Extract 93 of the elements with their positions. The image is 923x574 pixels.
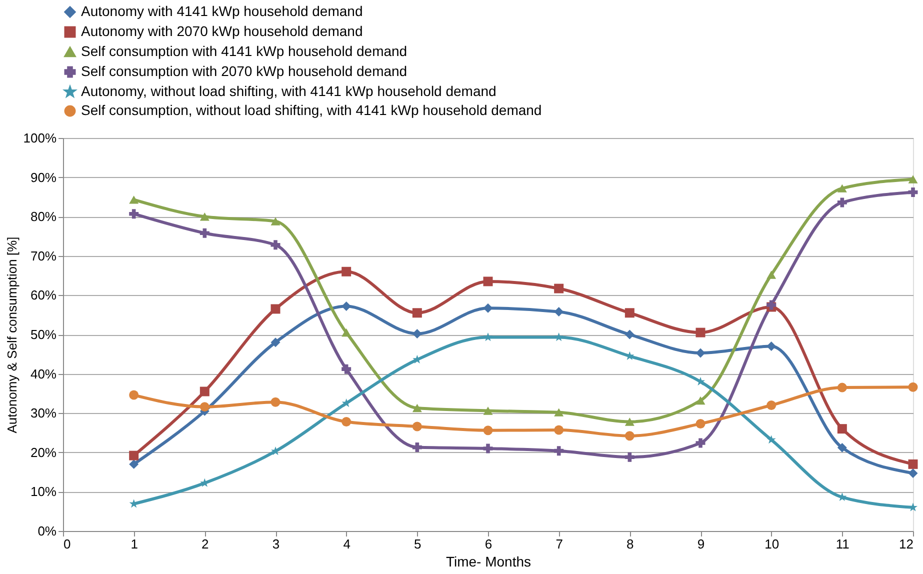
point [412,422,422,432]
point [342,398,351,408]
point [270,397,280,407]
point [200,402,210,412]
point [624,418,634,426]
point [129,450,139,460]
legend-label: Self consumption with 4141 kWp household demand [81,43,408,59]
legend-label: Autonomy with 2070 kWp household demand [81,23,363,39]
point [129,459,139,469]
point [554,425,564,435]
point [342,328,352,337]
point [554,306,564,316]
y-tick-label: 40% [30,366,57,382]
legend-label: Self consumption, without load shifting, with 4141 kWp household demand [81,102,542,118]
point [342,301,352,311]
point [837,184,847,192]
point [342,266,352,276]
x-tick-label: 6 [484,536,492,552]
legend-label: Self consumption with 2070 kWp household demand [81,63,408,79]
x-tick-label: 1 [130,536,138,552]
point [129,196,139,204]
point [129,390,139,400]
y-tick-label: 30% [30,406,57,421]
point [554,284,564,294]
point [483,276,493,286]
point [270,338,280,348]
point [483,332,493,342]
point [270,217,280,226]
y-tick-label: 60% [30,288,57,303]
point [412,308,422,318]
point [342,417,352,426]
point [412,404,422,412]
point [908,459,918,469]
point [696,396,706,405]
x-tick-label: 7 [556,536,563,552]
x-tick-label: 4 [343,536,350,552]
point [837,198,847,208]
x-tick-label: 10 [764,536,780,552]
x-axis-title: Time- Months [446,554,532,570]
point [908,468,918,478]
point [624,308,634,318]
point [270,240,280,250]
point [200,386,210,396]
point [554,332,564,342]
legend-label: Autonomy, without load shifting, with 4141 kWp household demand [81,83,496,99]
x-tick-label: 5 [414,536,422,552]
point [837,382,847,392]
point [624,330,634,340]
x-tick-label: 8 [626,536,634,552]
point [696,418,706,428]
y-tick-label: 10% [30,484,57,500]
point [766,270,776,279]
y-tick-label: 70% [30,248,57,264]
point [624,452,634,462]
point [554,408,564,416]
y-tick-label: 90% [30,170,57,185]
point [483,406,493,415]
point [696,438,706,448]
point [696,348,706,358]
point [483,303,493,313]
point [342,364,352,374]
x-tick-label: 3 [272,536,280,552]
point [129,209,139,219]
point [200,212,210,221]
point [908,175,918,184]
x-tick-label: 9 [697,536,705,552]
point [412,442,422,452]
point [483,426,493,436]
point [696,328,706,338]
y-tick-label: 20% [30,444,57,460]
point [483,444,493,454]
point [270,304,280,314]
x-tick-label: 11 [836,536,850,552]
point [908,382,918,392]
legend-label: Autonomy with 4141 kWp household demand [81,3,363,19]
x-tick-label: 2 [202,536,209,552]
point [766,342,776,352]
point [837,424,847,434]
y-tick-label: 80% [30,209,57,224]
y-axis-title: Autonomy & Self consumption [%] [4,236,20,434]
y-tick-label: 50% [30,327,57,342]
point [766,435,776,444]
point [554,446,564,456]
point [766,400,776,410]
y-tick-label: 100% [23,130,57,146]
point [624,431,634,441]
x-tick-label: 0 [64,536,71,552]
point [200,228,210,238]
point [908,187,918,197]
point [837,442,847,452]
point [412,328,422,338]
y-tick-label: 0% [38,524,57,538]
x-tick-label: 12 [899,536,914,552]
